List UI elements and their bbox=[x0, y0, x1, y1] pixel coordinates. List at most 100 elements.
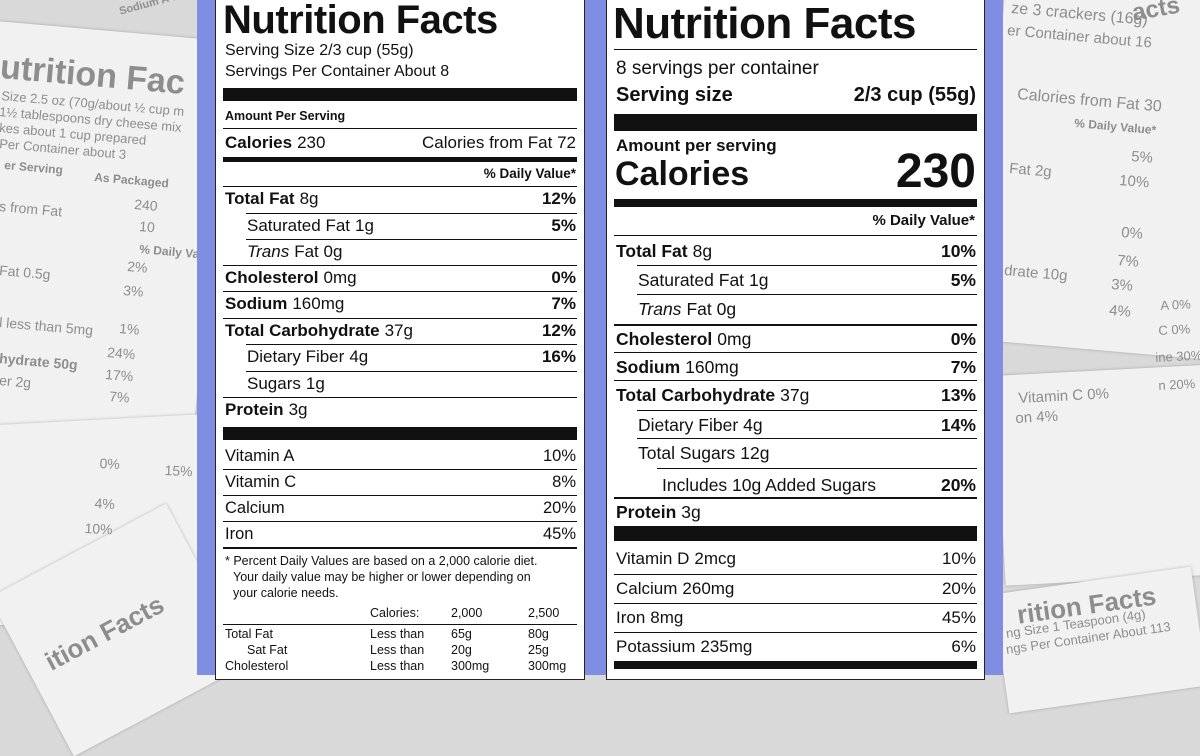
nutrient-row: Calcium 20% bbox=[225, 496, 576, 520]
background-text: 4% bbox=[94, 495, 116, 513]
rule bbox=[637, 438, 977, 439]
nutrient-amount: Fat 0g bbox=[294, 242, 343, 261]
rule bbox=[246, 239, 577, 240]
nutrient: Total Fat 8g bbox=[225, 189, 319, 209]
nutrient-name: Sodium bbox=[225, 294, 288, 313]
nutrient: Calcium bbox=[225, 499, 285, 518]
nutrient-amount: 2mcg bbox=[694, 549, 736, 568]
background-text: 10% bbox=[84, 520, 113, 538]
daily-value: 10% bbox=[542, 446, 576, 465]
background-text: 17% bbox=[104, 366, 134, 385]
nutrient: Total Carbohydrate 37g bbox=[616, 385, 809, 406]
daily-value: 45% bbox=[542, 524, 576, 543]
nutrient: Total Fat 8g bbox=[616, 241, 712, 262]
nutrient-name: Potassium bbox=[616, 637, 696, 656]
nutrient-name: Trans bbox=[247, 242, 290, 261]
nutrient-name: Protein bbox=[225, 400, 284, 419]
nutrient: Vitamin D 2mcg bbox=[616, 549, 736, 569]
nutrient-amount: 4g bbox=[743, 414, 763, 435]
reference-cell: 65g bbox=[451, 627, 472, 641]
old-nutrition-label: Nutrition Facts Serving Size 2/3 cup (55g… bbox=[215, 0, 585, 680]
background-text: er 2g bbox=[0, 372, 32, 391]
rule bbox=[223, 291, 577, 292]
daily-value: 0% bbox=[551, 268, 576, 287]
nutrient-name: Total Sugars bbox=[638, 442, 736, 463]
nutrient: Vitamin A bbox=[225, 447, 294, 466]
nutrient-row: Sugars 1g bbox=[225, 372, 576, 396]
daily-value: 5% bbox=[950, 269, 976, 290]
reference-cell: Total Fat bbox=[225, 627, 273, 641]
daily-value: 12% bbox=[541, 321, 576, 340]
rule bbox=[223, 128, 577, 129]
background-text: ine 30% bbox=[1155, 347, 1200, 365]
nutrient-amount: 1g bbox=[355, 216, 374, 235]
background-text: 10% bbox=[1118, 172, 1150, 192]
calories-value: 230 bbox=[895, 145, 976, 198]
background-text: n 20% bbox=[1158, 376, 1196, 393]
nutrient-row: Total Fat 8g 12% bbox=[225, 187, 576, 211]
new-nutrition-label: Nutrition Facts 8 servings per container S… bbox=[606, 0, 985, 680]
daily-value: 6% bbox=[951, 637, 976, 656]
nutrient: Includes 10g Added Sugars bbox=[616, 475, 876, 496]
nutrient: Iron bbox=[225, 525, 253, 544]
reference-cell: 25g bbox=[528, 643, 549, 657]
rule bbox=[614, 380, 977, 381]
rule bbox=[223, 521, 577, 522]
serving-size-value: 2/3 cup (55g) bbox=[853, 83, 976, 106]
background-text: 7% bbox=[1116, 252, 1140, 271]
nutrient-name: Vitamin C bbox=[225, 472, 297, 491]
nutrient-row: Potassium 235mg 6% bbox=[616, 634, 976, 660]
nutrient-row: Includes 10g Added Sugars 20% bbox=[616, 472, 976, 498]
reference-cell: 80g bbox=[528, 627, 549, 641]
calories-row: Calories 230 Calories from Fat 72 bbox=[225, 132, 576, 154]
servings: Servings Per Container About 8 bbox=[225, 63, 450, 80]
nutrient-name: Total Fat bbox=[225, 189, 295, 208]
nutrient-amount: 12g bbox=[740, 442, 770, 463]
background-text: Sodium A 6% bbox=[118, 0, 189, 18]
footnote: your calorie needs. bbox=[233, 586, 339, 600]
reference-cell: 300mg bbox=[451, 659, 490, 673]
nutrient-row: Protein 3g bbox=[616, 499, 976, 525]
nutrient-name: Cholesterol bbox=[616, 328, 713, 349]
nutrient-row: Cholesterol 0mg 0% bbox=[225, 266, 576, 290]
daily-value: 0% bbox=[950, 328, 976, 349]
rule bbox=[614, 632, 977, 633]
daily-value: 10% bbox=[940, 240, 976, 261]
servings: 8 servings per container bbox=[616, 58, 819, 79]
nutrient-name: Sodium bbox=[616, 356, 681, 377]
nutrient: Calcium 260mg bbox=[616, 579, 734, 599]
nutrient: Protein 3g bbox=[616, 502, 701, 523]
nutrient-row: Total Sugars 12g bbox=[616, 440, 976, 466]
daily-value: 12% bbox=[541, 189, 576, 208]
rule bbox=[223, 427, 577, 440]
rule bbox=[614, 526, 977, 541]
dv-heading: % Daily Value* bbox=[483, 166, 576, 181]
nutrient: Saturated Fat 1g bbox=[616, 270, 769, 291]
nutrient: Cholesterol 0mg bbox=[225, 268, 357, 288]
reference-cell: Less than bbox=[370, 659, 425, 673]
nutrient-name: Includes 10g Added Sugars bbox=[662, 474, 877, 495]
rule bbox=[223, 469, 577, 470]
nutrient: Iron 8mg bbox=[616, 608, 683, 628]
background-text: C 0% bbox=[1158, 321, 1191, 338]
footnote: Your daily value may be higher or lower … bbox=[233, 570, 531, 584]
nutrient-row: Total Fat 8g 10% bbox=[616, 238, 976, 264]
daily-value: 20% bbox=[940, 474, 976, 495]
rule bbox=[637, 294, 977, 295]
nutrient-row: Cholesterol 0mg 0% bbox=[616, 326, 976, 352]
reference-cell: 20g bbox=[451, 643, 472, 657]
amount-heading: Amount Per Serving bbox=[225, 109, 346, 123]
nutrient-name: Iron bbox=[616, 608, 646, 627]
reference-cell: Cholesterol bbox=[225, 659, 289, 673]
rule bbox=[614, 199, 977, 207]
nutrient-name: Vitamin A bbox=[225, 446, 295, 465]
nutrient: Saturated Fat 1g bbox=[225, 216, 374, 236]
nutrient-name: Saturated Fat bbox=[247, 216, 351, 235]
background-text: 0% bbox=[1120, 224, 1144, 243]
background-text: on 4% bbox=[1015, 407, 1059, 427]
nutrient-row: Trans Fat 0g bbox=[616, 296, 976, 322]
nutrient-row: Protein 3g bbox=[225, 398, 576, 422]
nutrient-name: Total Carbohydrate bbox=[616, 384, 776, 405]
nutrient-row: Dietary Fiber 4g 16% bbox=[225, 345, 576, 369]
nutrient-amount: 235mg bbox=[700, 637, 753, 656]
